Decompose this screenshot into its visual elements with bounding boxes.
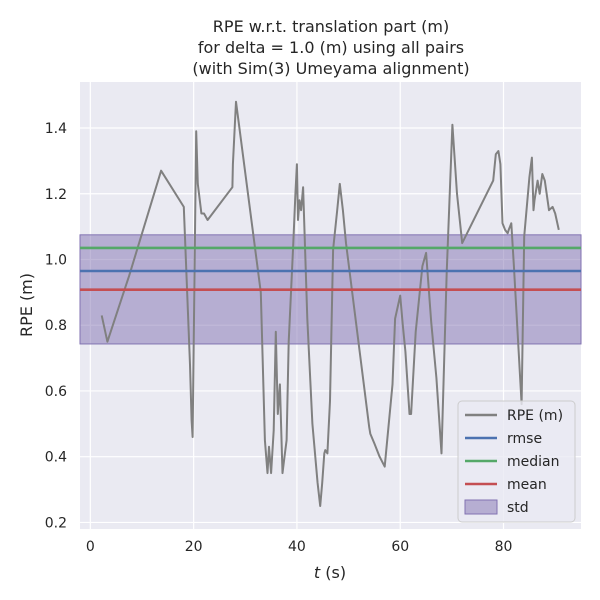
y-tick-labels: 0.2 0.4 0.6 0.8 1.0 1.2 1.4 bbox=[45, 121, 67, 531]
x-tick-label: 40 bbox=[288, 539, 306, 555]
x-tick-labels: 0 20 40 60 80 bbox=[86, 539, 513, 555]
series-layer bbox=[100, 100, 560, 507]
chart-title-line-3: (with Sim(3) Umeyama alignment) bbox=[192, 59, 469, 78]
x-tick-label: 20 bbox=[185, 539, 203, 555]
legend-label-median: median bbox=[507, 454, 559, 470]
chart-title: RPE w.r.t. translation part (m) for delt… bbox=[192, 17, 469, 78]
legend-swatch-std bbox=[464, 499, 498, 515]
y-tick-label: 0.2 bbox=[45, 515, 67, 531]
legend: RPE (m) rmse median mean std bbox=[457, 400, 576, 523]
stat-lines-layer bbox=[80, 246, 581, 292]
rpe-series-line bbox=[100, 100, 560, 507]
x-tick-label: 60 bbox=[391, 539, 409, 555]
x-tick-label: 80 bbox=[495, 539, 513, 555]
y-tick-label: 1.0 bbox=[45, 252, 67, 268]
legend-label-rpe: RPE (m) bbox=[507, 408, 563, 424]
legend-label-std: std bbox=[507, 500, 529, 516]
legend-label-rmse: rmse bbox=[507, 431, 542, 447]
y-tick-label: 0.4 bbox=[45, 450, 67, 466]
y-tick-label: 0.8 bbox=[45, 318, 67, 334]
legend-box bbox=[457, 400, 576, 523]
y-tick-label: 0.6 bbox=[45, 384, 67, 400]
y-tick-label: 1.2 bbox=[45, 187, 67, 203]
y-tick-label: 1.4 bbox=[45, 121, 67, 137]
x-axis-label-variable: t bbox=[314, 563, 321, 582]
x-axis-label: t (s) bbox=[314, 563, 346, 582]
chart-title-line-1: RPE w.r.t. translation part (m) bbox=[213, 17, 449, 36]
y-axis-label: RPE (m) bbox=[17, 273, 36, 337]
x-tick-label: 0 bbox=[86, 539, 95, 555]
x-axis-label-unit: (s) bbox=[320, 563, 346, 582]
chart-title-line-2: for delta = 1.0 (m) using all pairs bbox=[198, 38, 464, 57]
legend-label-mean: mean bbox=[507, 477, 547, 493]
legend-items: RPE (m) rmse median mean std bbox=[464, 408, 563, 516]
